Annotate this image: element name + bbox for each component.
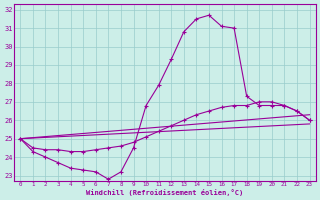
X-axis label: Windchill (Refroidissement éolien,°C): Windchill (Refroidissement éolien,°C) (86, 189, 244, 196)
